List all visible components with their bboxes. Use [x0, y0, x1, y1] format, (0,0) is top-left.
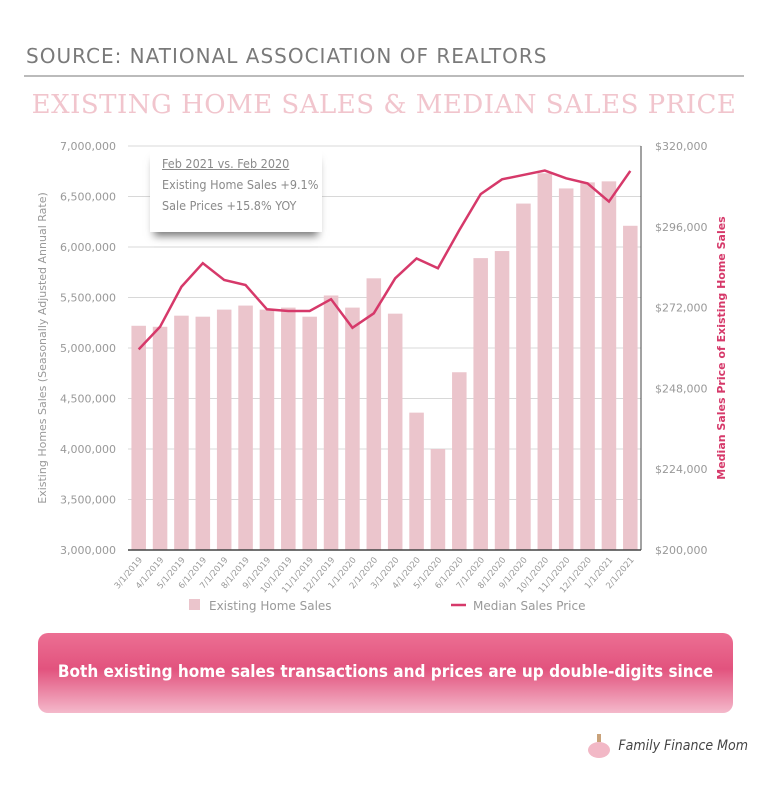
bar [281, 308, 296, 550]
y-tick-right: $320,000 [655, 140, 708, 153]
bar [538, 173, 553, 550]
bar [602, 181, 617, 550]
y-tick-left: 6,000,000 [60, 241, 116, 254]
bar [580, 182, 595, 550]
legend-line-label: Median Sales Price [473, 599, 586, 613]
logo: Family Finance Mom [584, 732, 748, 760]
y-tick-left: 4,500,000 [60, 393, 116, 406]
y-tick-left: 5,000,000 [60, 342, 116, 355]
bar [516, 204, 531, 550]
bar [345, 308, 360, 550]
y-tick-right: $296,000 [655, 221, 708, 234]
bar [409, 413, 424, 550]
annotation-line: Feb 2021 vs. Feb 2020 [162, 153, 322, 174]
annotation-line: Existing Home Sales +9.1% [162, 174, 322, 195]
bar [131, 326, 146, 550]
bar [388, 314, 403, 550]
y-tick-right: $272,000 [655, 302, 708, 315]
annotation-box: Feb 2021 vs. Feb 2020 Existing Home Sale… [150, 148, 322, 232]
bar [260, 310, 275, 550]
bar [452, 372, 467, 550]
bar [473, 258, 488, 550]
y-tick-right: $224,000 [655, 463, 708, 476]
legend-bar-label: Existing Home Sales [209, 599, 332, 613]
bar [196, 317, 211, 550]
chart: 3,000,000 3,500,000 4,000,000 4,500,000 5,00… [0, 0, 768, 630]
bar [367, 278, 382, 550]
bar [623, 226, 638, 550]
bar [495, 251, 510, 550]
bar [238, 306, 253, 550]
bar [302, 317, 317, 550]
bar [559, 188, 574, 550]
y-tick-left: 5,500,000 [60, 292, 116, 305]
y-tick-left: 6,500,000 [60, 191, 116, 204]
y-tick-left: 7,000,000 [60, 140, 116, 153]
summary-banner: Both existing home sales transactions an… [38, 633, 733, 713]
bar [431, 449, 446, 550]
piggy-bank-icon [584, 732, 614, 760]
annotation-line: Sale Prices +15.8% YOY [162, 195, 322, 216]
y-axis-label-right: Median Sales Price of Existing Home Sale… [715, 216, 728, 480]
legend-bar-swatch [189, 599, 200, 610]
bar [174, 316, 189, 550]
logo-text: Family Finance Mom [618, 738, 748, 754]
y-tick-right: $200,000 [655, 544, 708, 557]
bar [217, 310, 232, 550]
y-tick-left: 3,500,000 [60, 494, 116, 507]
y-axis-label-left: Existing Homes Sales (Seasonally Adjuste… [36, 192, 49, 504]
bar [324, 295, 339, 550]
y-tick-left: 4,000,000 [60, 443, 116, 456]
bar [153, 327, 168, 550]
y-tick-right: $248,000 [655, 382, 708, 395]
y-tick-left: 3,000,000 [60, 544, 116, 557]
